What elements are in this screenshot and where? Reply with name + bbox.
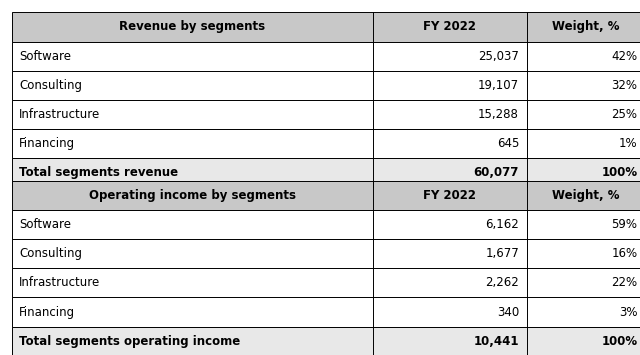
Text: Software: Software — [19, 50, 71, 62]
Bar — [12, 12, 640, 42]
Text: Financing: Financing — [19, 306, 76, 318]
Text: 60,077: 60,077 — [474, 166, 519, 179]
Bar — [12, 268, 640, 297]
Bar — [12, 327, 640, 355]
Text: 1%: 1% — [619, 137, 637, 150]
Bar — [12, 158, 640, 187]
Text: Weight, %: Weight, % — [552, 189, 620, 202]
Bar — [12, 210, 640, 239]
Bar — [12, 239, 640, 268]
Text: 3%: 3% — [619, 306, 637, 318]
Text: Consulting: Consulting — [19, 247, 82, 260]
Text: 16%: 16% — [611, 247, 637, 260]
Text: 340: 340 — [497, 306, 519, 318]
Text: 25%: 25% — [611, 108, 637, 121]
Text: 15,288: 15,288 — [478, 108, 519, 121]
Text: 42%: 42% — [611, 50, 637, 62]
Bar — [12, 181, 640, 210]
Text: 10,441: 10,441 — [474, 335, 519, 348]
Text: 22%: 22% — [611, 277, 637, 289]
Text: 6,162: 6,162 — [485, 218, 519, 231]
Text: FY 2022: FY 2022 — [424, 21, 476, 33]
Text: Total segments revenue: Total segments revenue — [19, 166, 179, 179]
Text: 2,262: 2,262 — [485, 277, 519, 289]
Text: Revenue by segments: Revenue by segments — [119, 21, 266, 33]
Text: Weight, %: Weight, % — [552, 21, 620, 33]
Text: Consulting: Consulting — [19, 79, 82, 92]
Text: Software: Software — [19, 218, 71, 231]
Text: 100%: 100% — [602, 166, 637, 179]
Text: Infrastructure: Infrastructure — [19, 277, 100, 289]
Text: Infrastructure: Infrastructure — [19, 108, 100, 121]
Text: Financing: Financing — [19, 137, 76, 150]
Text: 32%: 32% — [611, 79, 637, 92]
Text: 59%: 59% — [611, 218, 637, 231]
Bar — [12, 42, 640, 71]
Text: 100%: 100% — [602, 335, 637, 348]
Bar — [12, 297, 640, 327]
Bar — [12, 100, 640, 129]
Text: 19,107: 19,107 — [478, 79, 519, 92]
Text: 25,037: 25,037 — [478, 50, 519, 62]
Text: Operating income by segments: Operating income by segments — [89, 189, 296, 202]
Text: 1,677: 1,677 — [485, 247, 519, 260]
Bar — [12, 71, 640, 100]
Text: FY 2022: FY 2022 — [424, 189, 476, 202]
Bar — [12, 129, 640, 158]
Text: Total segments operating income: Total segments operating income — [19, 335, 241, 348]
Text: 645: 645 — [497, 137, 519, 150]
